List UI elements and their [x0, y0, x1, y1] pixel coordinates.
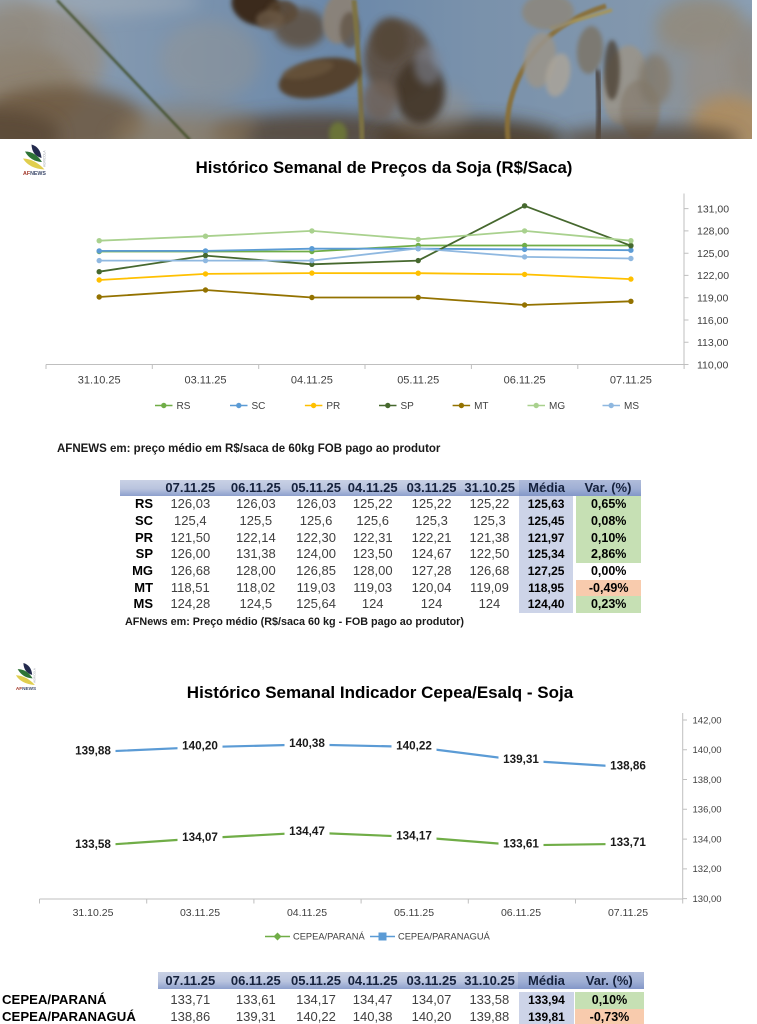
svg-text:07.11.25: 07.11.25	[610, 375, 652, 387]
svg-text:06.11.25: 06.11.25	[501, 907, 541, 919]
svg-text:139,31: 139,31	[503, 753, 539, 766]
svg-text:125,00: 125,00	[697, 248, 729, 260]
svg-text:131,00: 131,00	[697, 203, 729, 215]
svg-text:138,86: 138,86	[610, 760, 646, 773]
svg-text:CEPEA/PARANAGUÁ: CEPEA/PARANAGUÁ	[398, 932, 491, 942]
svg-text:133,58: 133,58	[75, 838, 111, 851]
svg-text:140,00: 140,00	[693, 745, 722, 756]
svg-text:AFNEWS: AFNEWS	[16, 686, 36, 691]
svg-text:AFNEWS: AFNEWS	[23, 171, 46, 177]
svg-text:MG: MG	[549, 401, 565, 412]
svg-text:07.11.25: 07.11.25	[608, 907, 648, 919]
svg-text:128,00: 128,00	[697, 226, 729, 238]
svg-text:05.11.25: 05.11.25	[394, 907, 434, 919]
svg-text:140,22: 140,22	[396, 739, 432, 752]
svg-text:03.11.25: 03.11.25	[180, 907, 220, 919]
svg-text:140,38: 140,38	[289, 737, 325, 750]
svg-text:RS: RS	[177, 401, 191, 412]
svg-text:SP: SP	[401, 401, 415, 412]
svg-text:132,00: 132,00	[693, 864, 722, 875]
svg-text:MT: MT	[474, 401, 488, 412]
svg-text:130,00: 130,00	[693, 894, 722, 905]
svg-text:31.10.25: 31.10.25	[73, 907, 114, 919]
svg-text:04.11.25: 04.11.25	[291, 375, 333, 387]
svg-text:05.11.25: 05.11.25	[397, 375, 439, 387]
svg-text:119,00: 119,00	[697, 293, 728, 305]
svg-text:134,07: 134,07	[182, 831, 218, 844]
svg-text:110,00: 110,00	[697, 359, 728, 371]
svg-text:134,00: 134,00	[693, 835, 722, 846]
svg-text:133,61: 133,61	[503, 838, 539, 851]
svg-text:31.10.25: 31.10.25	[78, 375, 121, 387]
svg-text:136,00: 136,00	[693, 805, 722, 816]
svg-text:116,00: 116,00	[697, 315, 728, 327]
svg-text:CEPEA/PARANÁ: CEPEA/PARANÁ	[293, 932, 365, 942]
svg-text:MS: MS	[624, 401, 639, 412]
svg-text:PR: PR	[326, 401, 340, 412]
svg-text:138,00: 138,00	[693, 775, 722, 786]
svg-text:SC: SC	[252, 401, 266, 412]
svg-text:134,47: 134,47	[289, 825, 325, 838]
svg-text:04.11.25: 04.11.25	[287, 907, 327, 919]
svg-text:AGRICOLA: AGRICOLA	[33, 668, 37, 683]
svg-text:113,00: 113,00	[697, 337, 728, 349]
svg-text:133,71: 133,71	[610, 836, 646, 849]
svg-text:03.11.25: 03.11.25	[184, 375, 226, 387]
svg-text:AGRICOLA: AGRICOLA	[43, 150, 47, 167]
svg-text:06.11.25: 06.11.25	[504, 375, 546, 387]
svg-text:122,00: 122,00	[697, 270, 729, 282]
svg-text:142,00: 142,00	[693, 715, 722, 726]
svg-text:140,20: 140,20	[182, 740, 218, 753]
svg-text:134,17: 134,17	[396, 829, 432, 842]
svg-text:139,88: 139,88	[75, 744, 111, 757]
